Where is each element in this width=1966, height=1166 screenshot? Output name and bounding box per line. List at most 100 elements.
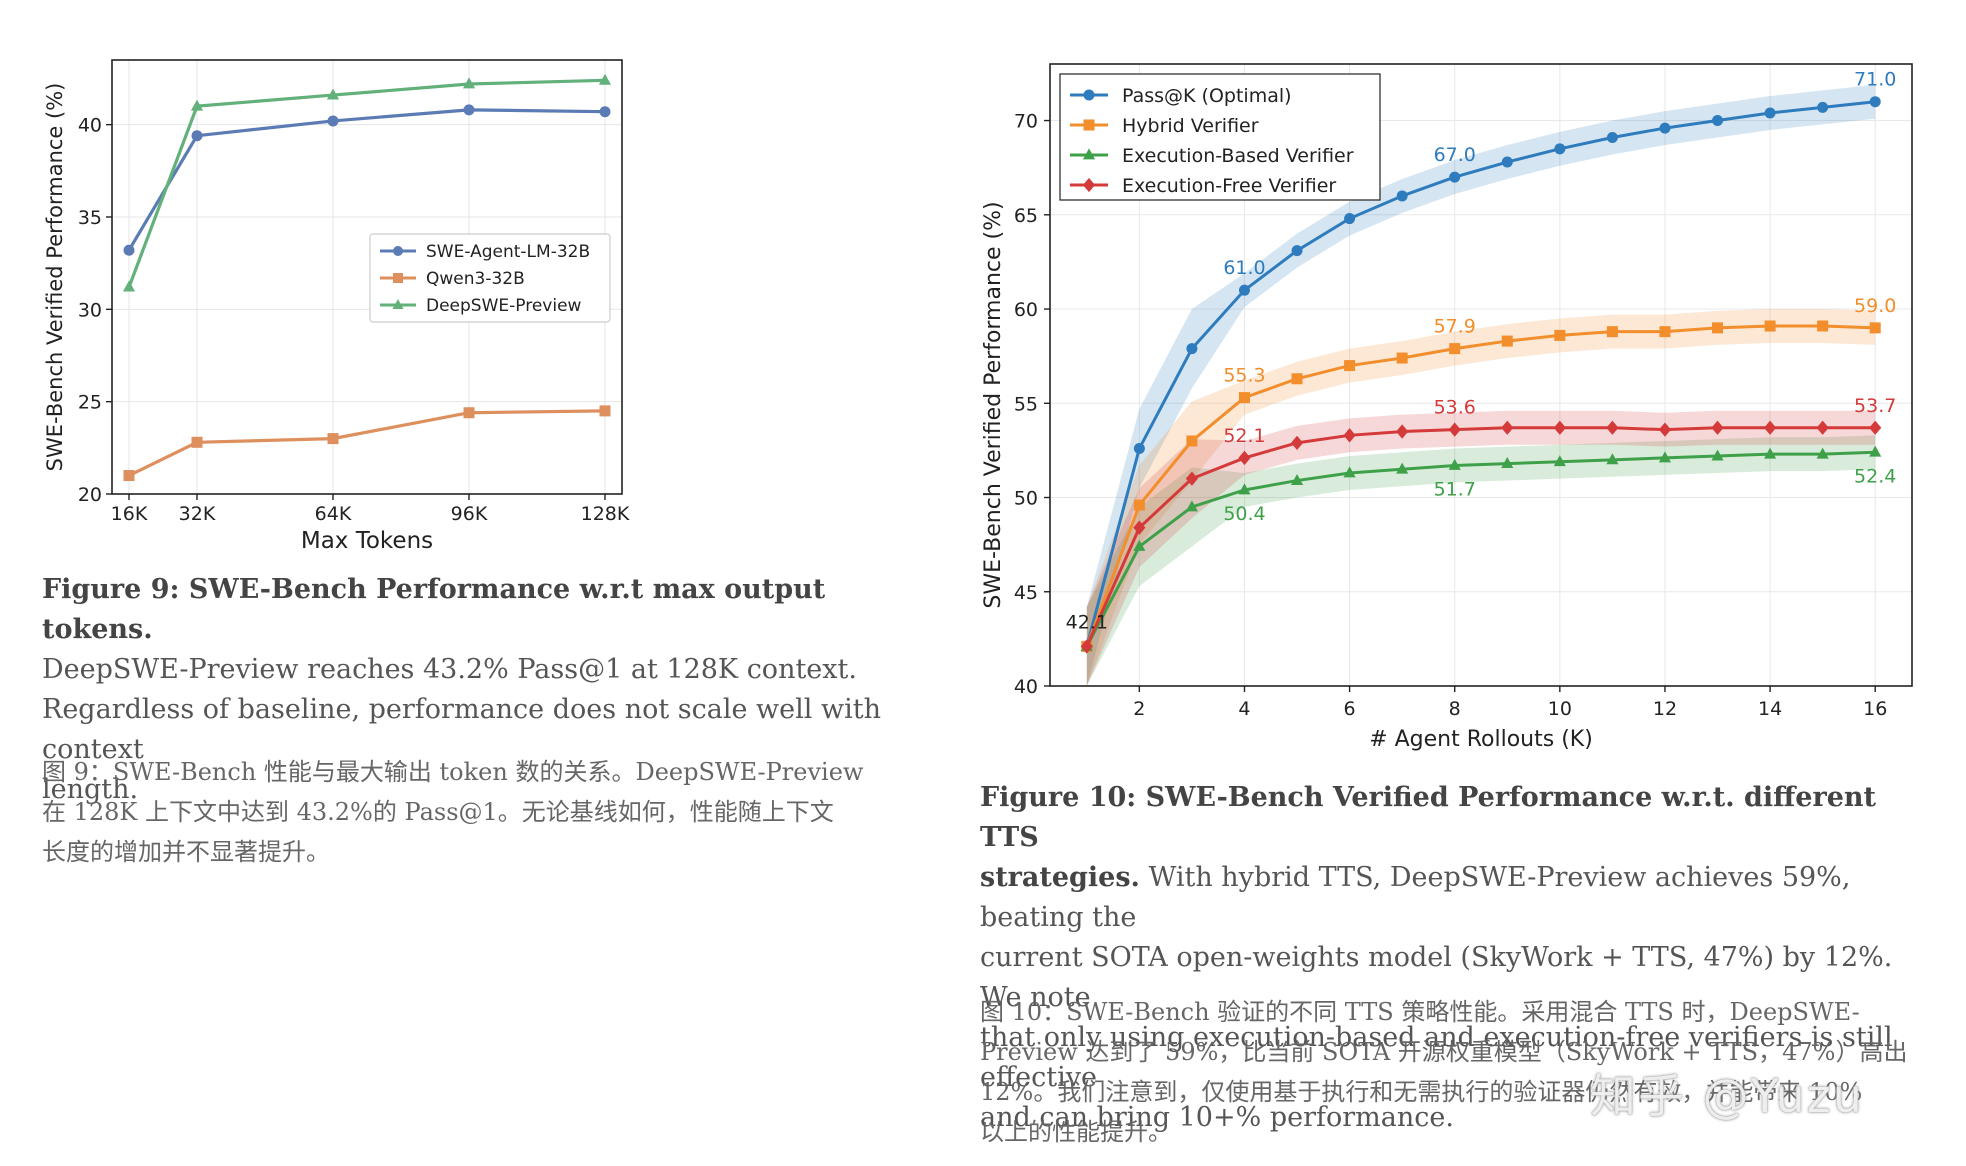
x-tick-label: 10	[1548, 698, 1572, 720]
data-point	[1764, 107, 1776, 119]
legend-label: Execution-Free Verifier	[1122, 175, 1336, 197]
data-point	[1658, 422, 1672, 437]
data-point	[326, 88, 340, 100]
confidence-band	[1086, 435, 1876, 686]
data-point	[1816, 447, 1829, 459]
series-line	[1085, 324, 1876, 647]
data-point	[1869, 420, 1882, 435]
y-axis-label: SWE-Bench Verified Performance (%)	[981, 201, 1006, 608]
data-point	[1448, 422, 1461, 437]
figure-9-zh-line-2: 在 128K 上下文中达到 43.2%的 Pass@1。无论基线如何，性能随上下…	[42, 798, 834, 826]
data-point	[1238, 483, 1251, 495]
y-tick-label: 35	[78, 207, 102, 229]
data-point	[1133, 499, 1145, 511]
legend-label: DeepSWE-Preview	[426, 296, 582, 316]
data-point	[1449, 343, 1461, 355]
data-point	[1186, 343, 1198, 355]
series-Qwen3-32B	[123, 405, 611, 482]
figure-9-zh-line-3: 长度的增加并不显著提升。	[42, 838, 330, 866]
data-label: 61.0	[1223, 257, 1265, 279]
data-label: 50.4	[1223, 503, 1265, 525]
legend: SWE-Agent-LM-32B Qwen3-32B DeepSWE-Preview	[369, 233, 611, 323]
data-label: 51.7	[1434, 478, 1476, 500]
y-tick-label: 40	[1014, 676, 1038, 698]
y-tick-label: 55	[1014, 393, 1038, 415]
data-label: 53.6	[1434, 397, 1476, 419]
y-tick-label: 40	[78, 115, 102, 137]
data-point	[1344, 360, 1356, 372]
data-point	[1133, 539, 1146, 551]
data-point	[1396, 190, 1408, 202]
data-point	[1606, 326, 1618, 338]
data-point	[123, 244, 135, 256]
legend: Pass@K (Optimal) Hybrid Verifier Execution…	[1059, 73, 1381, 201]
legend-label: SWE-Agent-LM-32B	[426, 242, 590, 262]
data-point	[1133, 520, 1146, 535]
data-point	[1659, 122, 1671, 134]
data-point	[1764, 320, 1776, 332]
legend-marker	[1082, 177, 1096, 193]
data-point	[1343, 466, 1356, 478]
series-line	[1085, 100, 1876, 647]
data-point	[1343, 428, 1356, 443]
data-point	[599, 405, 611, 417]
data-point	[1554, 143, 1566, 155]
band-Execution-Free Verifier	[1086, 410, 1876, 686]
figure-10-zh-line-4: 以上的性能提升。	[980, 1118, 1172, 1146]
data-label: 57.9	[1434, 316, 1476, 338]
figure-10-zh-line-1: 图 10：SWE-Bench 验证的不同 TTS 策略性能。采用混合 TTS 时…	[980, 998, 1860, 1026]
data-point	[1186, 435, 1198, 447]
data-point	[1869, 322, 1881, 334]
data-point	[1449, 171, 1461, 183]
legend-box	[369, 233, 611, 323]
data-label: 52.4	[1854, 465, 1896, 487]
figure-10-line-2: current SOTA open-weights model (SkyWork…	[980, 942, 1893, 1013]
data-point	[463, 407, 475, 419]
x-axis-label: # Agent Rollouts (K)	[1369, 727, 1593, 752]
data-label: 59.0	[1854, 295, 1896, 317]
figure-10-zh-line-2: Preview 达到了 59%，比当前 SOTA 开源权重模型（SkyWork …	[980, 1038, 1908, 1066]
x-tick-label: 14	[1758, 698, 1782, 720]
watermark: 知乎 @Yuzu	[1590, 1069, 1864, 1123]
x-tick-label: 128K	[581, 503, 630, 525]
legend-marker	[1082, 148, 1096, 160]
series-line	[1085, 426, 1876, 648]
data-point	[1606, 132, 1618, 144]
data-point	[1501, 335, 1513, 347]
series-SWE-Agent-LM-32B	[123, 104, 611, 256]
series-Execution-Free Verifier: 42.1 52.1 53.6 53.7	[1066, 395, 1896, 654]
data-point	[1817, 101, 1829, 113]
data-point	[1501, 420, 1514, 435]
data-point	[191, 436, 203, 448]
data-point	[1448, 458, 1461, 470]
plot-frame	[111, 59, 623, 495]
figure-10-zh-line-3: 12%。我们注意到，仅使用基于执行和无需执行的验证器仍然有效，并能带来 10%	[980, 1078, 1863, 1106]
data-point	[1554, 329, 1566, 341]
band-Execution-Based Verifier	[1086, 435, 1876, 686]
data-point	[1553, 455, 1566, 467]
data-point	[1764, 447, 1777, 459]
figure-9-title: Figure 9: SWE-Bench Performance w.r.t ma…	[42, 574, 826, 645]
legend-label: Pass@K (Optimal)	[1122, 85, 1292, 107]
x-tick-label: 12	[1653, 698, 1677, 720]
data-point	[1133, 443, 1145, 455]
y-tick-label: 70	[1014, 111, 1038, 133]
data-point	[463, 104, 475, 116]
x-tick-label: 8	[1449, 698, 1461, 720]
data-point	[1606, 420, 1619, 435]
data-point	[1396, 352, 1408, 364]
x-tick-label: 16	[1863, 698, 1887, 720]
data-point	[1712, 322, 1724, 334]
y-tick-label: 20	[78, 484, 102, 506]
plot-frame	[1049, 63, 1913, 687]
x-tick-label: 32K	[179, 503, 216, 525]
figure-10-title-a: Figure 10: SWE-Bench Verified Performanc…	[980, 782, 1876, 853]
data-point	[123, 470, 135, 482]
legend-marker	[392, 299, 404, 309]
figure-10-title-b: strategies.	[980, 862, 1140, 893]
data-point	[599, 106, 611, 118]
x-tick-label: 6	[1344, 698, 1356, 720]
legend-label: Execution-Based Verifier	[1122, 145, 1354, 167]
data-label: 52.1	[1223, 425, 1265, 447]
series-line	[1085, 450, 1876, 648]
